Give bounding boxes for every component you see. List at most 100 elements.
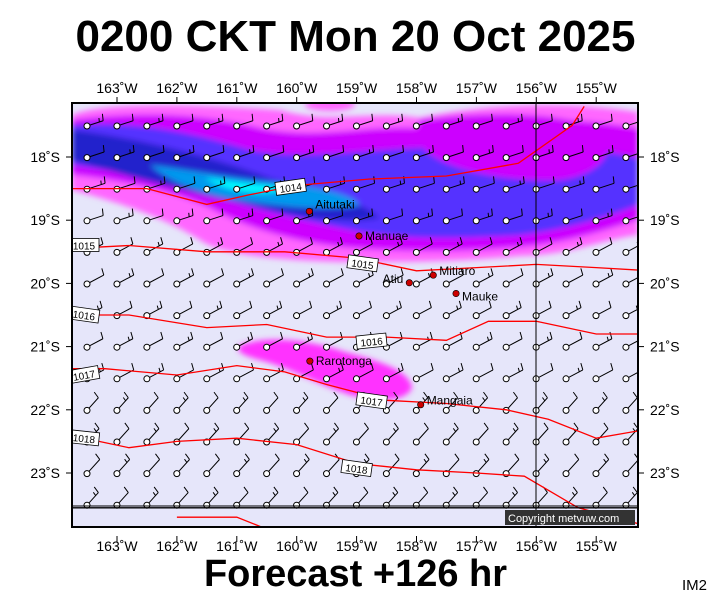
wind-barb: [323, 391, 339, 414]
place-mangaia: Mangaia: [417, 394, 473, 409]
wind-barb: [203, 268, 225, 288]
wind-barb: [233, 453, 250, 478]
lat-label-right: 20˚S: [650, 275, 680, 291]
isobars-layer: 1014 1015 1016 1017 1018 1015 1016 1017 1018: [72, 106, 638, 527]
isobar-label: 1017: [355, 391, 388, 409]
svg-text:Mauke: Mauke: [462, 290, 498, 304]
map-frame: [71, 102, 639, 528]
wind-barb: [442, 422, 459, 446]
wind-barb: [203, 145, 225, 162]
wind-barb: [562, 176, 585, 193]
wind-barb: [263, 331, 284, 351]
svg-text:Mitiaro: Mitiaro: [439, 264, 475, 278]
wind-barb: [382, 237, 403, 256]
wind-barb: [382, 208, 404, 225]
wind-barb: [352, 300, 372, 320]
wind-barb: [592, 113, 613, 130]
lat-label-left: 18˚S: [30, 149, 60, 165]
wind-barb: [562, 237, 583, 256]
wind-barb: [412, 486, 429, 509]
wind-barb: [83, 113, 104, 130]
wind-barb: [173, 113, 194, 130]
svg-text:1017: 1017: [360, 395, 384, 409]
wind-barb: [143, 453, 160, 478]
wind-barb: [442, 486, 459, 509]
lon-label-top: 162˚W: [156, 80, 198, 96]
wind-barb: [143, 486, 159, 509]
wind-barb: [233, 208, 254, 225]
isobar-edge-label: 1015: [72, 238, 100, 252]
lon-label-bottom: 158˚W: [396, 538, 438, 554]
wind-barb: [472, 208, 493, 225]
place-mitiaro: Mitiaro: [429, 264, 476, 279]
wind-barb: [203, 363, 225, 383]
wind-barb: [203, 331, 224, 351]
lon-label-bottom: 162˚W: [156, 538, 198, 554]
wind-barb: [143, 208, 164, 225]
wind-barb: [472, 453, 490, 478]
wind-barb: [382, 145, 405, 162]
map-title: 0200 CKT Mon 20 Oct 2025: [75, 12, 636, 61]
wind-barb: [592, 208, 613, 225]
lat-label-left: 23˚S: [30, 465, 60, 481]
wind-barb: [203, 486, 219, 509]
wind-barb: [562, 331, 583, 351]
wind-barb: [203, 113, 224, 130]
wind-barb: [293, 391, 309, 414]
wind-barb: [592, 176, 615, 193]
wind-barb: [203, 391, 219, 414]
wind-barb: [382, 363, 404, 383]
svg-text:Rarotonga: Rarotonga: [316, 354, 372, 368]
wind-barb: [622, 153, 638, 162]
wind-barb: [502, 176, 525, 193]
svg-text:Mangaia: Mangaia: [427, 394, 473, 408]
wind-barb: [233, 268, 254, 288]
wind-barb: [293, 145, 315, 162]
wind-barb: [442, 176, 465, 193]
lon-label-top: 156˚W: [516, 80, 558, 96]
forecast-label: Forecast +126 hr: [203, 553, 508, 595]
wind-barb: [472, 113, 493, 130]
wind-barb: [442, 208, 463, 225]
wind-barb: [263, 300, 283, 320]
wind-barb: [113, 453, 131, 478]
wind-barb: [113, 113, 134, 130]
wind-barb: [113, 268, 135, 288]
lat-label-right: 19˚S: [650, 212, 680, 228]
isobar-label: 1014: [274, 177, 307, 196]
wind-barb: [113, 208, 134, 225]
place-rarotonga: Rarotonga: [306, 354, 372, 368]
lon-label-bottom: 156˚W: [516, 538, 558, 554]
wind-barb: [382, 486, 399, 509]
wind-barb: [263, 391, 279, 414]
wind-barb: [323, 422, 339, 446]
svg-text:1018: 1018: [72, 433, 96, 446]
wind-barb: [263, 453, 280, 478]
wind-barb: [592, 422, 609, 446]
wind-barb: [562, 486, 578, 509]
wind-barb: [382, 453, 400, 478]
isobar-label: 1016: [355, 332, 388, 350]
svg-text:1016: 1016: [72, 309, 96, 323]
wind-barb: [113, 363, 135, 383]
wind-barb: [562, 453, 580, 478]
lon-label-bottom: 159˚W: [336, 538, 378, 554]
wind-barb: [323, 363, 344, 383]
isobar-line: [72, 244, 638, 272]
wind-barb: [442, 237, 463, 256]
wind-barb: [382, 422, 399, 446]
wind-barb: [472, 176, 495, 193]
wind-barb: [592, 237, 613, 256]
wind-barb: [622, 453, 638, 478]
lat-label-left: 19˚S: [30, 212, 60, 228]
place-manuae: Manuae: [355, 229, 409, 243]
wind-barb: [323, 453, 340, 478]
wind-barb: [173, 300, 193, 320]
wind-barb: [83, 453, 101, 478]
wind-barb: [472, 422, 489, 446]
wind-barb: [472, 145, 494, 162]
wind-barb: [442, 113, 463, 130]
svg-text:1016: 1016: [360, 336, 384, 349]
wind-barb: [352, 422, 369, 446]
